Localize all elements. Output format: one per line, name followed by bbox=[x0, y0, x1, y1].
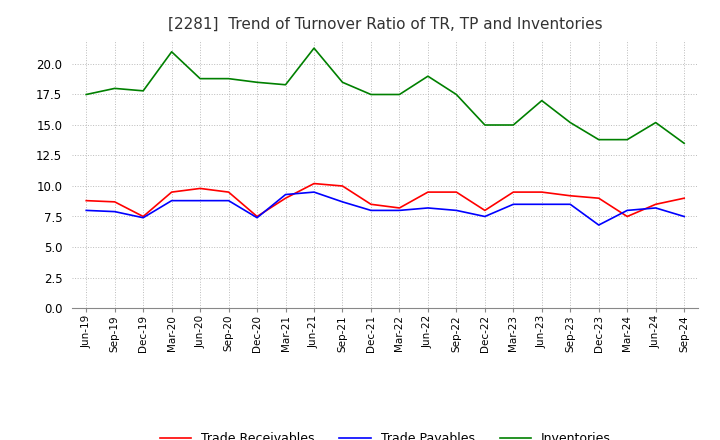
Trade Receivables bbox=[509, 190, 518, 195]
Trade Payables bbox=[110, 209, 119, 214]
Inventories bbox=[196, 76, 204, 81]
Trade Receivables bbox=[537, 190, 546, 195]
Inventories bbox=[537, 98, 546, 103]
Inventories bbox=[110, 86, 119, 91]
Inventories bbox=[680, 141, 688, 146]
Trade Payables bbox=[225, 198, 233, 203]
Trade Receivables bbox=[595, 195, 603, 201]
Trade Payables bbox=[537, 202, 546, 207]
Trade Receivables bbox=[680, 195, 688, 201]
Trade Payables bbox=[82, 208, 91, 213]
Inventories bbox=[366, 92, 375, 97]
Trade Receivables bbox=[110, 199, 119, 205]
Trade Receivables bbox=[652, 202, 660, 207]
Trade Payables bbox=[310, 190, 318, 195]
Trade Payables bbox=[623, 208, 631, 213]
Trade Receivables bbox=[139, 214, 148, 219]
Trade Payables bbox=[366, 208, 375, 213]
Inventories bbox=[452, 92, 461, 97]
Trade Payables bbox=[480, 214, 489, 219]
Inventories bbox=[566, 120, 575, 125]
Inventories bbox=[423, 73, 432, 79]
Trade Receivables bbox=[452, 190, 461, 195]
Trade Receivables bbox=[623, 214, 631, 219]
Trade Payables bbox=[253, 215, 261, 220]
Inventories bbox=[225, 76, 233, 81]
Inventories bbox=[595, 137, 603, 142]
Trade Receivables bbox=[82, 198, 91, 203]
Inventories bbox=[480, 122, 489, 128]
Trade Receivables bbox=[196, 186, 204, 191]
Trade Receivables bbox=[253, 214, 261, 219]
Trade Payables bbox=[139, 215, 148, 220]
Inventories bbox=[652, 120, 660, 125]
Trade Payables bbox=[595, 222, 603, 227]
Trade Payables bbox=[566, 202, 575, 207]
Trade Payables bbox=[338, 199, 347, 205]
Trade Receivables bbox=[282, 195, 290, 201]
Trade Receivables bbox=[423, 190, 432, 195]
Inventories bbox=[338, 80, 347, 85]
Trade Payables bbox=[196, 198, 204, 203]
Inventories bbox=[253, 80, 261, 85]
Inventories bbox=[282, 82, 290, 88]
Trade Payables bbox=[680, 214, 688, 219]
Trade Payables bbox=[652, 205, 660, 211]
Inventories bbox=[139, 88, 148, 93]
Line: Trade Payables: Trade Payables bbox=[86, 192, 684, 225]
Trade Payables bbox=[167, 198, 176, 203]
Trade Receivables bbox=[310, 181, 318, 186]
Line: Inventories: Inventories bbox=[86, 48, 684, 143]
Trade Receivables bbox=[480, 208, 489, 213]
Trade Payables bbox=[282, 192, 290, 197]
Trade Receivables bbox=[395, 205, 404, 211]
Trade Payables bbox=[509, 202, 518, 207]
Title: [2281]  Trend of Turnover Ratio of TR, TP and Inventories: [2281] Trend of Turnover Ratio of TR, TP… bbox=[168, 16, 603, 32]
Legend: Trade Receivables, Trade Payables, Inventories: Trade Receivables, Trade Payables, Inven… bbox=[155, 427, 616, 440]
Inventories bbox=[82, 92, 91, 97]
Inventories bbox=[167, 49, 176, 55]
Trade Receivables bbox=[566, 193, 575, 198]
Inventories bbox=[509, 122, 518, 128]
Trade Receivables bbox=[338, 183, 347, 189]
Trade Payables bbox=[423, 205, 432, 211]
Trade Receivables bbox=[225, 190, 233, 195]
Inventories bbox=[623, 137, 631, 142]
Inventories bbox=[310, 45, 318, 51]
Line: Trade Receivables: Trade Receivables bbox=[86, 183, 684, 216]
Trade Receivables bbox=[167, 190, 176, 195]
Trade Payables bbox=[452, 208, 461, 213]
Inventories bbox=[395, 92, 404, 97]
Trade Payables bbox=[395, 208, 404, 213]
Trade Receivables bbox=[366, 202, 375, 207]
